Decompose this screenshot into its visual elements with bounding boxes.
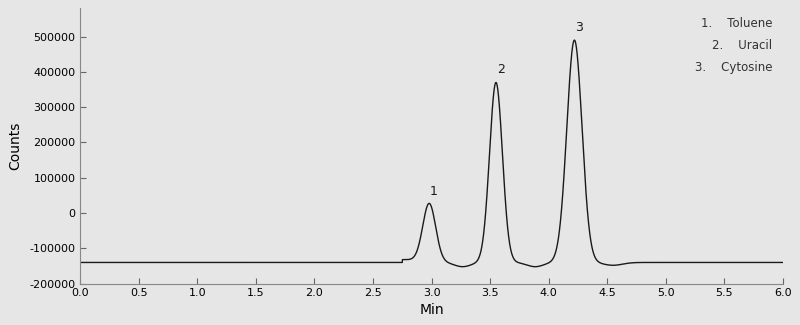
Text: 1.    Toluene
2.    Uracil
3.    Cytosine: 1. Toluene 2. Uracil 3. Cytosine xyxy=(695,17,772,73)
Text: 2: 2 xyxy=(497,63,505,76)
Text: 3: 3 xyxy=(575,21,583,34)
X-axis label: Min: Min xyxy=(419,303,444,317)
Y-axis label: Counts: Counts xyxy=(8,122,22,170)
Text: 1: 1 xyxy=(430,185,438,198)
